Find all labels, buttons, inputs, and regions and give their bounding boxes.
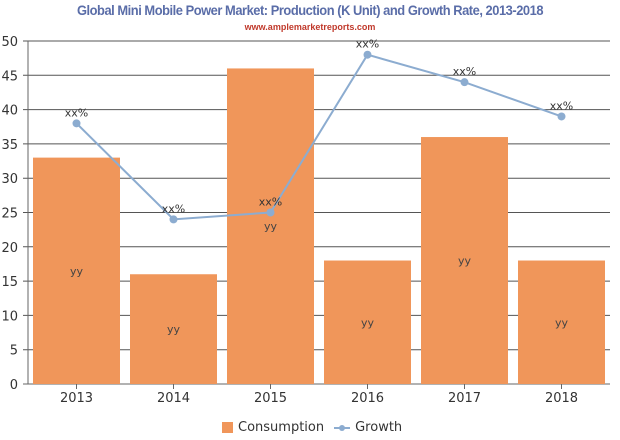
legend-label-growth[interactable]: Growth	[355, 420, 403, 435]
growth-label: xx%	[453, 65, 476, 78]
bar-label: yy	[70, 265, 84, 278]
x-tick-label: 2013	[60, 391, 93, 406]
growth-label: xx%	[550, 99, 573, 112]
y-tick-label: 5	[10, 344, 18, 359]
bar-2013	[33, 157, 120, 384]
growth-point-2017	[460, 78, 469, 87]
legend-swatch-consumption	[222, 422, 233, 433]
y-tick-label: 30	[1, 172, 18, 187]
y-tick-label: 25	[1, 207, 18, 222]
bar-label: yy	[555, 316, 569, 329]
legend-swatch-growth	[334, 424, 351, 431]
growth-point-2015	[266, 208, 275, 217]
legend-label-consumption[interactable]: Consumption	[238, 420, 325, 435]
x-tick-label: 2015	[254, 391, 287, 406]
y-tick-label: 40	[1, 104, 18, 119]
chart-title: Global Mini Mobile Power Market: Product…	[76, 2, 544, 18]
y-tick-label: 10	[1, 309, 18, 324]
y-tick-label: 20	[1, 241, 18, 256]
bar-2015	[227, 68, 314, 384]
growth-line	[75, 53, 562, 221]
y-tick-label: 50	[1, 35, 18, 50]
growth-point-2014	[169, 215, 178, 224]
x-tick-label: 2017	[448, 391, 481, 406]
growth-point-2013	[72, 119, 81, 128]
bar-2016	[324, 260, 411, 384]
growth-label: xx%	[162, 202, 185, 215]
growth-label: xx%	[65, 106, 88, 119]
x-tick-label: 2018	[545, 391, 578, 406]
bar-2018	[518, 260, 605, 384]
growth-label: xx%	[259, 196, 282, 209]
y-tick-label: 15	[1, 275, 18, 290]
bar-label: yy	[167, 323, 181, 336]
growth-point-2018	[557, 112, 566, 121]
bar-label: yy	[264, 220, 278, 233]
growth-label: xx%	[356, 38, 379, 51]
bar-2014	[130, 274, 217, 384]
chart-subtitle: www.amplemarketreports.com	[244, 22, 376, 32]
legend: Consumption Growth	[222, 420, 402, 435]
bar-label: yy	[361, 316, 375, 329]
y-tick-label: 0	[10, 378, 18, 393]
bar-2017	[421, 137, 508, 384]
x-tick-label: 2014	[157, 391, 190, 406]
y-tick-label: 35	[1, 138, 18, 153]
y-tick-label: 45	[1, 69, 18, 84]
x-tick-label: 2016	[351, 391, 384, 406]
bar-label: yy	[458, 255, 472, 268]
growth-point-2016	[363, 50, 372, 59]
